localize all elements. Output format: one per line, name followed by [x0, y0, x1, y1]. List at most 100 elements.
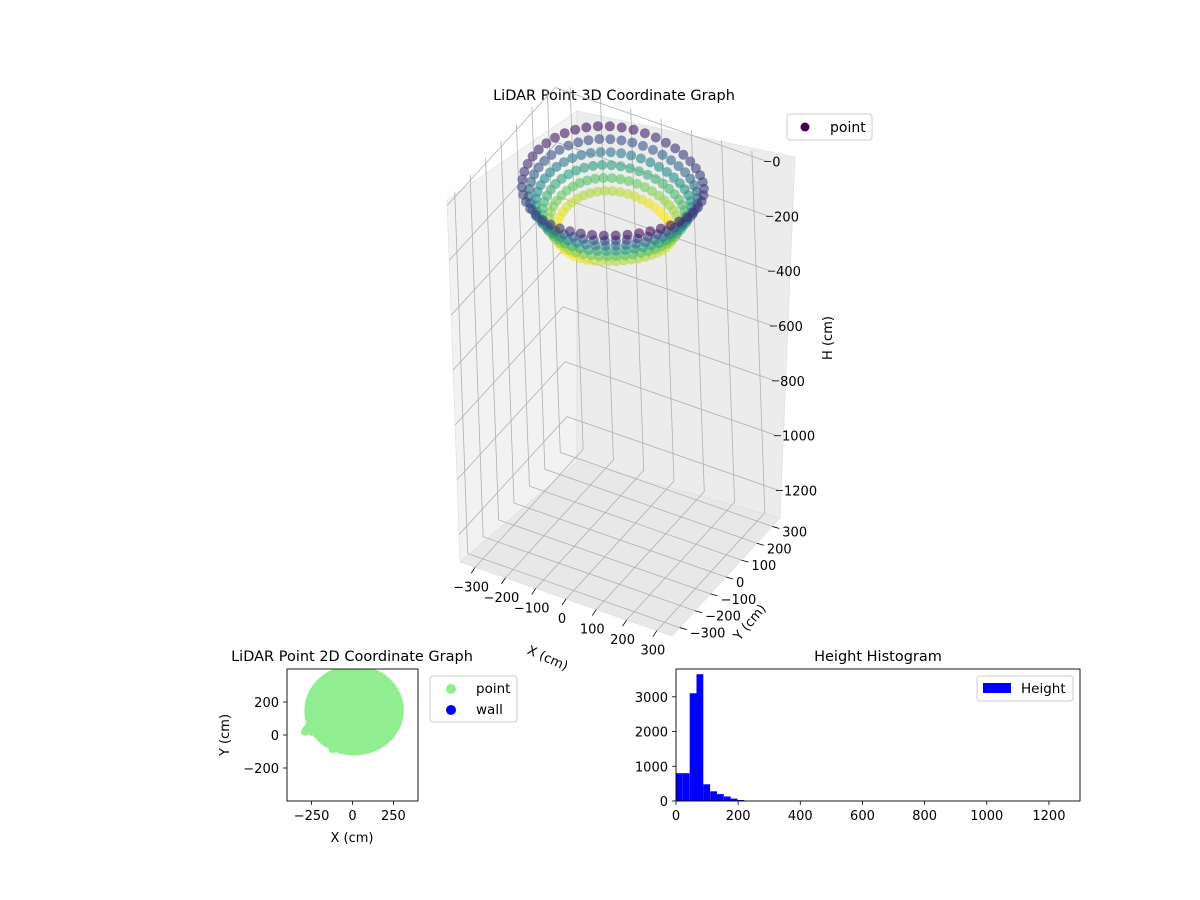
point-3d: [564, 226, 575, 237]
x-axis-label-2d: X (cm): [331, 831, 374, 846]
tick-label-y-3d: −300: [690, 627, 726, 642]
tick-label-y-2d: −200: [243, 762, 279, 777]
point-3d: [678, 149, 689, 160]
point-3d: [632, 178, 642, 189]
point-3d: [522, 158, 533, 169]
tick-label-x-3d: 0: [558, 612, 566, 627]
point-3d: [606, 173, 617, 184]
point-3d: [650, 132, 661, 143]
legend-histogram: Height: [976, 675, 1074, 702]
tick-label-z-3d: 400: [776, 265, 801, 280]
histogram-bar: [689, 693, 697, 801]
point-3d: [623, 176, 634, 187]
grid-z-line: [456, 361, 778, 480]
histogram-bar: [723, 796, 731, 801]
grid-y-line: [516, 124, 742, 561]
point-3d: [654, 161, 664, 172]
point-3d: [622, 188, 633, 199]
tick-label-x-histogram: 800: [912, 809, 937, 824]
legend-2d: point wall: [429, 675, 518, 723]
point-3d: [554, 144, 565, 155]
point-3d: [660, 137, 671, 148]
point-3d: [616, 135, 627, 146]
point-3d: [605, 134, 616, 145]
tick-label-x-histogram: 400: [788, 809, 813, 824]
point-3d: [558, 157, 569, 168]
tick-label-y-3d: −100: [721, 593, 757, 608]
tick-x-3d: [561, 598, 567, 606]
histogram-bar: [717, 794, 724, 801]
point-3d: [576, 150, 587, 161]
tick-label-z-3d: 200: [774, 210, 799, 225]
tick-y-3d: [725, 576, 734, 580]
legend-3d: point: [786, 113, 873, 141]
grid-x-line: [656, 150, 766, 631]
grid-z-line: [458, 416, 780, 535]
y-axis-label-2d: Y (cm): [218, 714, 233, 757]
chart-2d: LiDAR Point 2D Coordinate Graph −250 0 250…: [218, 649, 518, 846]
point-3d: [598, 230, 609, 241]
tick-label-x-3d: 100: [580, 623, 605, 638]
tick-x-3d: [470, 567, 476, 574]
point-3d: [681, 212, 692, 223]
point-3d: [670, 143, 681, 154]
histogram-bar: [737, 800, 745, 801]
tick-label-y-3d: −200: [705, 610, 741, 625]
tick-label-x-3d: 200: [610, 633, 635, 648]
tick-x-3d: [501, 577, 506, 585]
point-3d: [567, 153, 578, 164]
point-3d: [530, 209, 541, 220]
point-3d: [594, 134, 605, 145]
point-3d: [616, 122, 627, 133]
tick-label-y-3d: 100: [751, 559, 776, 574]
chart-3d: LiDAR Point 3D Coordinate Graph −300 −200…: [446, 87, 873, 674]
point-3d: [597, 160, 608, 170]
point-3d: [573, 137, 584, 148]
chart-3d-title: LiDAR Point 3D Coordinate Graph: [493, 88, 735, 104]
point-2d: [395, 709, 404, 718]
point-3d: [657, 149, 668, 160]
grid-x-line: [626, 140, 735, 621]
tick-x-3d: [531, 588, 537, 595]
tick-label-y-histogram: 3000: [635, 691, 668, 706]
ticks-3d: −300−200−1000100200300−300−200−100010020…: [453, 155, 817, 658]
point-3d: [592, 121, 603, 132]
point-3d: [645, 226, 656, 237]
tick-label-x-3d: −300: [453, 580, 489, 595]
point-3d: [622, 229, 633, 240]
tick-x-3d: [622, 619, 627, 627]
tick-label-x-histogram: 1000: [970, 809, 1003, 824]
point-3d: [554, 223, 565, 234]
point-cloud-3d: [517, 121, 709, 267]
point-2d: [328, 725, 337, 734]
legend-marker-height: [983, 683, 1011, 693]
tick-label-z-3d: 0: [772, 155, 780, 170]
point-3d: [599, 185, 610, 196]
point-3d: [615, 187, 626, 198]
histogram-bar: [676, 773, 683, 801]
tick-label-y-histogram: 0: [660, 795, 668, 810]
histogram-bars: [676, 674, 745, 801]
grid-y-line: [500, 140, 727, 578]
tick-label-x-histogram: 200: [726, 809, 751, 824]
point-3d: [533, 144, 544, 155]
point-3d: [598, 173, 609, 183]
point-3d: [625, 163, 635, 174]
grid-x-line: [595, 129, 705, 610]
point-3d: [546, 150, 557, 160]
tick-label-x-2d: 0: [348, 809, 356, 824]
tick-x-3d: [652, 630, 658, 637]
point-3d: [541, 138, 552, 149]
tick-label-y-3d: 0: [736, 576, 744, 591]
legend-label-wall-2d: wall: [476, 702, 503, 718]
tick-label-x-3d: 300: [640, 644, 665, 659]
legend-marker-point-3d: [800, 122, 810, 132]
tick-label-y-2d: 0: [271, 729, 279, 744]
grid-y-line: [454, 191, 680, 628]
histogram-title: Height Histogram: [814, 649, 942, 665]
tick-y-3d: [710, 593, 718, 597]
point-3d: [604, 121, 615, 132]
ticks-histogram: 0 200 400 600 800 1000 1200 0 1000 2000 3000: [635, 691, 1066, 824]
histogram-bar: [703, 784, 711, 801]
